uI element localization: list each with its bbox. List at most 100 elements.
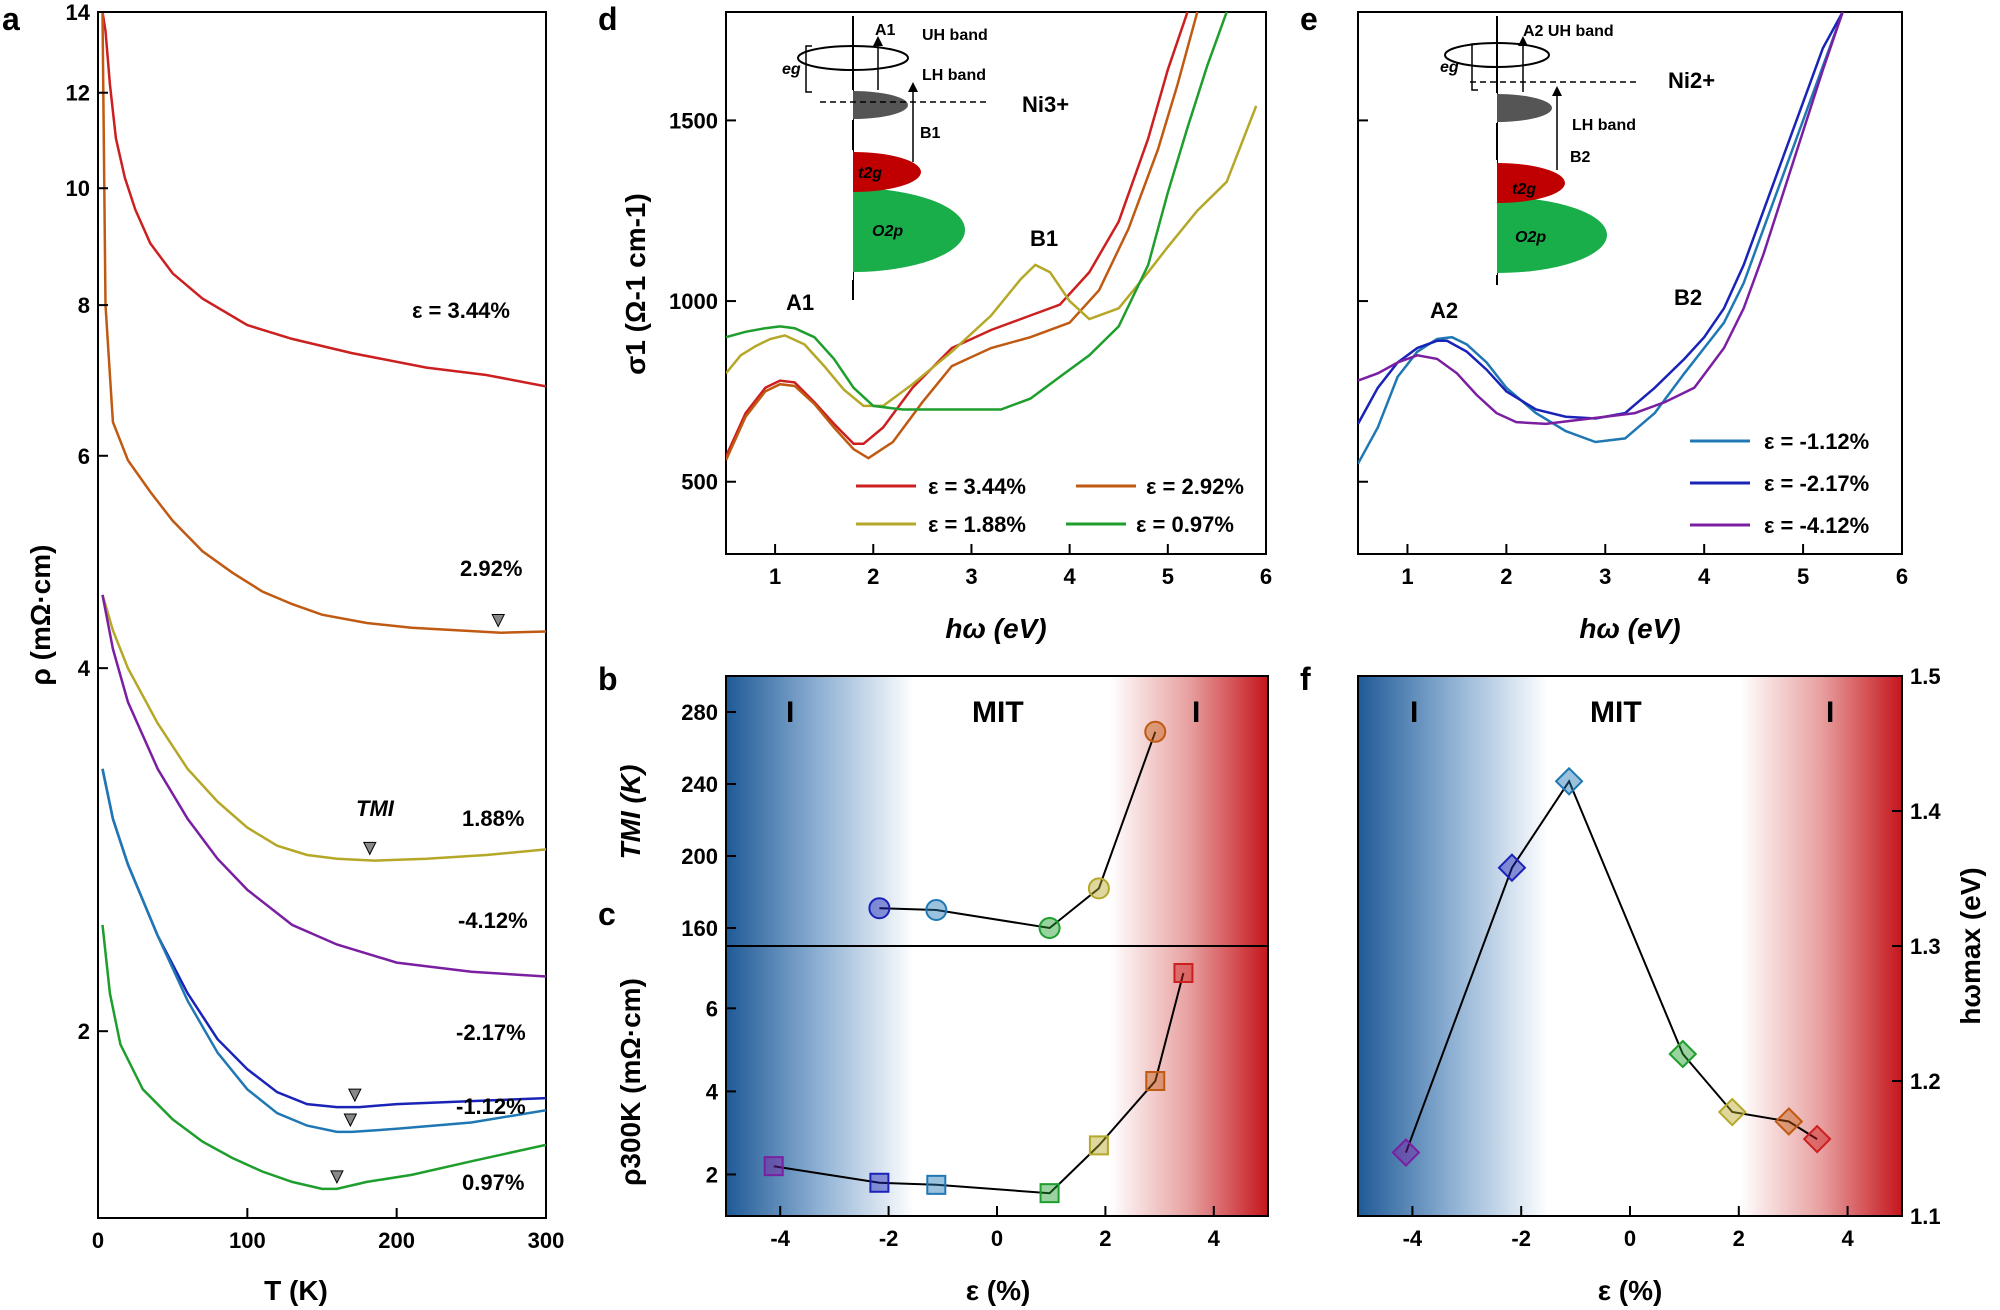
d-peak-b1: B1 — [1030, 226, 1058, 251]
d-peak-a1: A1 — [786, 290, 814, 315]
c-point-2 — [926, 1174, 947, 1195]
f-xtick-label-4: 4 — [1841, 1226, 1854, 1251]
panel-label-c: c — [598, 896, 616, 932]
a-label-m412: -4.12% — [458, 908, 528, 933]
a-tmi-label: TMI — [356, 796, 395, 821]
c-connector — [773, 972, 1185, 1195]
inset-d-a1: A1 — [875, 22, 896, 39]
panel-label-d: d — [598, 1, 618, 37]
a-ytick-label-6: 14 — [66, 0, 91, 25]
a-tmi-marker-4 — [348, 1088, 362, 1103]
band-diagram-e: A2 UH band LH band B2 eg t2g O2p — [1385, 16, 1638, 285]
f-bg-blue — [1358, 676, 1548, 1216]
a-ytick-label-3: 8 — [78, 293, 90, 318]
panel-e: 1 2 3 4 5 6 A2 B2 Ni2+ A2 UH band LH band B2 … — [1357, 11, 1908, 644]
legend-e-m217: ε = -2.17% — [1764, 471, 1869, 496]
inset-d-t2g: t2g — [858, 165, 882, 182]
e-x-label: hω (eV) — [1579, 613, 1680, 644]
panel-d: 1 2 3 4 5 6 500 1000 1500 A1 B1 Ni3+ A1 UH band … — [620, 11, 1272, 644]
uh-band-d — [797, 45, 909, 71]
inset-d-o2p: O2p — [872, 223, 903, 240]
a-label-292: 2.92% — [460, 556, 522, 581]
legend-d-344: ε = 3.44% — [928, 474, 1026, 499]
a-xtick-label-3: 300 — [528, 1228, 565, 1253]
f-connector — [1404, 779, 1818, 1153]
a-tmi-marker-2 — [362, 841, 377, 856]
b-ytick-label-3: 280 — [681, 700, 718, 725]
f-region-right: I — [1826, 696, 1834, 729]
inset-d-b1: B1 — [920, 125, 941, 142]
panel-label-f: f — [1300, 661, 1311, 697]
f-bg-red — [1740, 676, 1902, 1216]
b-ytick-label-1: 200 — [681, 844, 718, 869]
legend-e-m412: ε = -4.12% — [1764, 513, 1869, 538]
inset-d-lh: LH band — [922, 67, 986, 84]
panel-f: I MIT I -4 -2 0 2 4 1.1 1.2 1.3 1.4 1.5 ε (%) hωm… — [1357, 664, 1986, 1306]
a-label-097: 0.97% — [462, 1170, 524, 1195]
f-point-0 — [1391, 1138, 1421, 1167]
a-tmi-marker-6 — [330, 1170, 344, 1185]
a-ytick-label-1: 4 — [78, 656, 91, 681]
f-x-label: ε (%) — [1598, 1275, 1663, 1306]
b-point-2 — [1038, 917, 1061, 939]
a-xtick-label-2: 200 — [378, 1228, 415, 1253]
a-curve-5 — [101, 768, 546, 1134]
c-point-5 — [1145, 1071, 1166, 1091]
c-point-4 — [1088, 1135, 1109, 1156]
panel-label-a: a — [2, 1, 20, 37]
d-axes-xtick-label-3: 4 — [1064, 564, 1077, 589]
c-xtick-label-4: 4 — [1208, 1226, 1221, 1251]
e-axes-xtick-label-2: 3 — [1599, 564, 1611, 589]
bc-region-mit: MIT — [972, 696, 1024, 729]
f-point-4 — [1717, 1097, 1747, 1127]
e-axes-xtick-label-1: 2 — [1500, 564, 1512, 589]
c-ytick-label-0: 2 — [706, 1162, 718, 1187]
f-ytick-label-2: 1.3 — [1910, 934, 1941, 959]
b-point-4 — [1144, 720, 1167, 743]
c-xtick-label-0: -4 — [770, 1226, 790, 1251]
inset-e-b2: B2 — [1570, 149, 1591, 166]
e-axes-xtick-label-0: 1 — [1401, 564, 1413, 589]
f-region-left: I — [1410, 696, 1418, 729]
legend-d-188: ε = 1.88% — [928, 512, 1026, 537]
panel-label-e: e — [1300, 1, 1318, 37]
panel-a: 0 100 200 300 2 4 6 8 10 12 14 ε = 3.44% 2.92% 1.8… — [25, 0, 564, 1306]
d-curves-curve-2 — [726, 105, 1258, 408]
b-point-1 — [925, 899, 948, 921]
a-curve-0 — [101, 12, 546, 388]
a-label-188: 1.88% — [462, 806, 524, 831]
c-point-6 — [1173, 963, 1194, 983]
b-point-3 — [1087, 877, 1110, 900]
legend-d-292: ε = 2.92% — [1146, 474, 1244, 499]
e-axes-xtick-label-3: 4 — [1698, 564, 1711, 589]
a-y-label: ρ (mΩ·cm) — [25, 545, 56, 686]
f-ytick-label-4: 1.5 — [1910, 664, 1941, 689]
legend-e-m112: ε = -1.12% — [1764, 429, 1869, 454]
f-point-1 — [1497, 853, 1527, 883]
b-ytick-label-2: 240 — [681, 772, 718, 797]
a-label-m112: -1.12% — [456, 1094, 526, 1119]
f-ytick-label-1: 1.2 — [1910, 1069, 1941, 1094]
inset-e-lh: LH band — [1572, 117, 1636, 134]
a-xtick-label-0: 0 — [92, 1228, 104, 1253]
panel-d-frame — [725, 11, 1267, 555]
a-tmi-marker-1 — [491, 614, 506, 628]
b-connector — [879, 731, 1157, 930]
b-ytick-label-0: 160 — [681, 916, 718, 941]
inset-e-a2uh: A2 UH band — [1523, 23, 1614, 40]
a-tmi-marker-5 — [343, 1113, 358, 1128]
f-ytick-label-0: 1.1 — [1910, 1204, 1941, 1229]
legend-d: ε = 3.44% ε = 2.92% ε = 1.88% ε = 0.97% — [856, 474, 1244, 537]
d-curves-curve-1 — [726, 12, 1199, 461]
a-x-label: T (K) — [264, 1275, 328, 1306]
a-ytick-label-5: 12 — [66, 81, 90, 106]
d-axes-ytick-label-0: 500 — [681, 470, 718, 495]
a-curve-2 — [101, 594, 546, 862]
band-diagram-d: A1 UH band LH band B1 eg t2g O2p — [740, 16, 990, 300]
c-point-1 — [869, 1172, 890, 1193]
legend-d-097: ε = 0.97% — [1136, 512, 1234, 537]
c-xtick-label-3: 2 — [1099, 1226, 1111, 1251]
e-peak-b2: B2 — [1674, 285, 1702, 310]
a-curve-3 — [101, 594, 546, 978]
